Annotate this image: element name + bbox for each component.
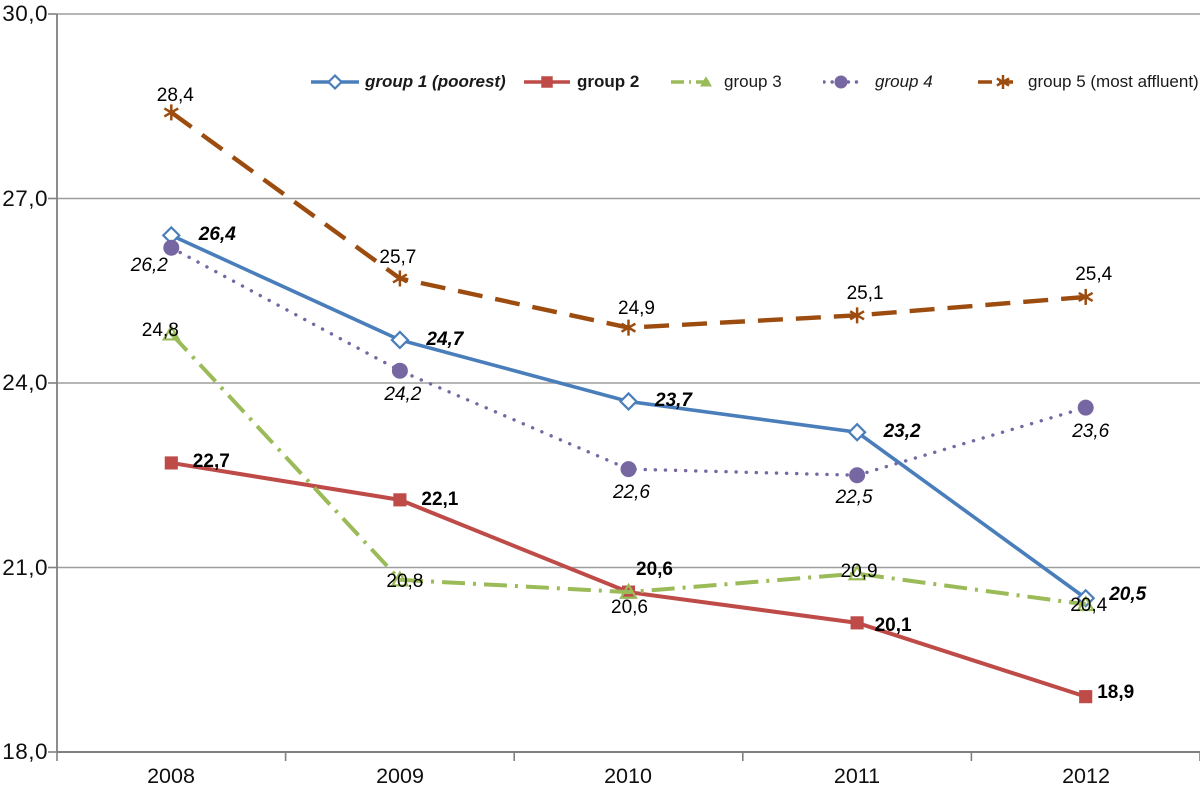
series-1-point-2011 (847, 422, 867, 442)
series-5 (163, 104, 1094, 336)
series-5-point-2009 (392, 270, 408, 287)
diamond-open-icon (326, 73, 344, 91)
legend-label: group 2 (577, 72, 640, 91)
legend-swatch-group-3 (671, 76, 713, 87)
legend-label: group 3 (724, 72, 782, 91)
series-2-point-2008 (164, 456, 178, 470)
data-label-series-2-2008: 22,7 (192, 450, 230, 472)
data-label-series-2-2011: 20,1 (874, 614, 912, 636)
series-3-point-2010 (619, 582, 638, 599)
series-5-point-2011 (849, 307, 865, 324)
data-label-series-2-2009: 22,1 (421, 488, 459, 510)
series-1 (161, 225, 1096, 608)
series-4-line (169, 245, 1088, 477)
y-tick-label: 21,0 (2, 554, 48, 580)
data-label-series-5-2010: 24,9 (618, 297, 655, 319)
series-1-point-2009 (390, 330, 410, 350)
x-tick-label: 2009 (376, 764, 424, 788)
data-label-series-4-2012: 23,6 (1072, 420, 1110, 442)
data-label-series-1-2008: 26,4 (198, 224, 236, 246)
series-3-point-2011 (847, 564, 867, 581)
data-label-series-1-2012: 20,5 (1109, 584, 1147, 606)
legend-item-group-4: group 4 (823, 72, 933, 92)
data-label-series-3-2008: 24,8 (141, 319, 179, 341)
y-tick-label: 18,0 (2, 739, 48, 764)
legend-item-group-5: group 5 (most affluent) (977, 72, 1199, 92)
series-4-point-2010 (620, 461, 637, 478)
series-3-line (169, 332, 1086, 607)
series-5-point-2012 (1078, 288, 1094, 305)
x-tick-label: 2011 (833, 764, 881, 788)
series-3-point-2012 (1076, 595, 1096, 612)
series-4-point-2011 (849, 467, 866, 484)
series-3 (161, 324, 1096, 612)
series-2-point-2012 (1079, 690, 1093, 704)
series-2-point-2011 (850, 616, 864, 630)
x-tick-label: 2008 (147, 764, 195, 788)
legend-swatch-group-1 (311, 73, 359, 91)
y-tick-label: 27,0 (2, 185, 48, 211)
data-label-series-2-2010: 20,6 (636, 559, 673, 581)
data-label-series-1-2011: 23,2 (883, 421, 921, 443)
data-label-series-5-2011: 25,1 (846, 283, 884, 305)
asterisk-icon (996, 75, 1010, 89)
series-5-line (170, 110, 1086, 330)
series-4-point-2008 (163, 239, 180, 256)
legend-item-group-3: group 3 (670, 72, 782, 92)
data-label-series-2-2012: 18,9 (1097, 681, 1135, 703)
legend-label: group 5 (most affluent) (1028, 72, 1199, 91)
data-label-series-5-2012: 25,4 (1075, 263, 1113, 285)
legend-item-group-1: group 1 (poorest) (310, 72, 506, 92)
triangle-open-icon (700, 76, 712, 87)
legend-label: group 4 (875, 72, 933, 91)
legend-item-group-2: group 2 (523, 72, 639, 92)
circle-icon (834, 75, 848, 89)
data-label-series-4-2009: 24,2 (384, 383, 422, 405)
series-4-point-2012 (1077, 399, 1094, 416)
data-label-series-5-2008: 28,4 (156, 85, 194, 107)
data-label-series-3-2012: 20,4 (1070, 595, 1108, 617)
series-4-point-2009 (391, 362, 408, 379)
series-1-point-2010 (618, 391, 639, 412)
x-tick-label: 2012 (1062, 764, 1110, 788)
series-3-point-2009 (390, 570, 410, 587)
x-tick-label: 2010 (604, 764, 652, 788)
series-4 (163, 239, 1094, 484)
data-label-series-5-2009: 25,7 (379, 247, 417, 269)
legend-swatch-group-2 (524, 76, 570, 88)
legend-swatch-group-5 (978, 75, 1014, 89)
data-label-series-1-2010: 23,7 (655, 390, 692, 412)
series-5-point-2010 (620, 319, 637, 336)
y-tick-label: 30,0 (2, 1, 48, 26)
legend-swatch-group-4 (823, 75, 859, 89)
data-label-series-4-2008: 26,2 (130, 254, 168, 276)
y-tick-label: 24,0 (2, 370, 48, 395)
series-1-line (170, 233, 1087, 600)
series-5-point-2008 (163, 104, 179, 121)
data-label-series-3-2010: 20,6 (611, 597, 648, 619)
series-3-point-2008 (161, 324, 181, 341)
data-label-series-3-2009: 20,8 (386, 570, 424, 592)
data-label-series-4-2010: 22,6 (613, 482, 650, 504)
series-2-point-2009 (393, 493, 407, 507)
legend-label: group 1 (poorest) (365, 72, 506, 91)
square-icon (541, 76, 553, 88)
data-label-series-3-2011: 20,9 (840, 560, 878, 582)
data-label-series-4-2011: 22,5 (835, 487, 873, 509)
data-label-series-1-2009: 24,7 (426, 328, 464, 350)
